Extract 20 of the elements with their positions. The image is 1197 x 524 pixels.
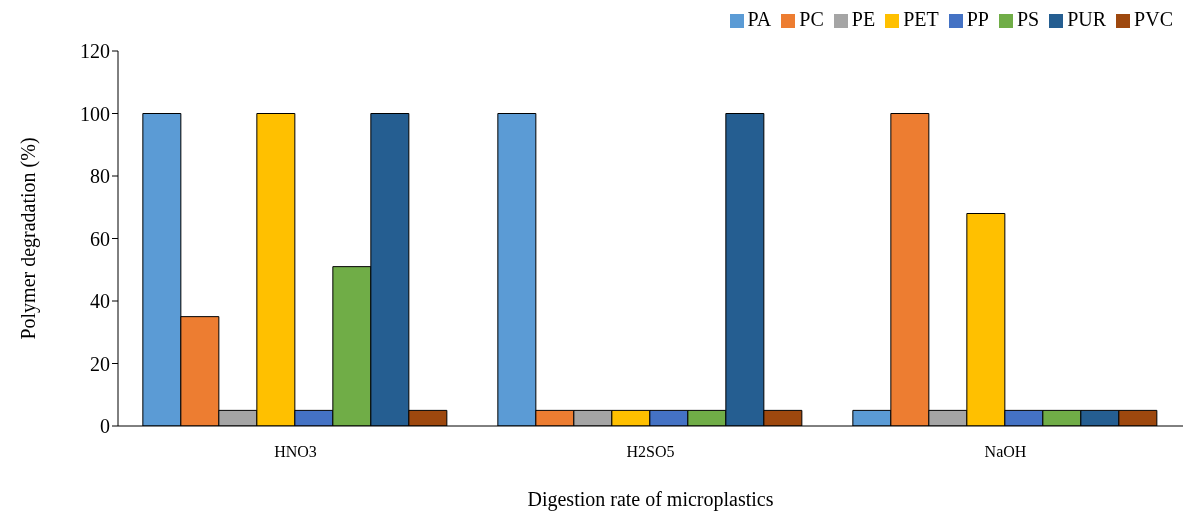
y-tick-label: 120	[80, 40, 110, 63]
x-tick-label: NaOH	[984, 443, 1027, 461]
y-tick-label: 80	[90, 165, 110, 188]
y-tick-label: 60	[90, 227, 110, 250]
y-tick-label: 40	[90, 290, 110, 313]
legend-label: PA	[747, 8, 772, 30]
legend-label: PC	[799, 8, 824, 30]
y-tick-label: 20	[90, 352, 110, 375]
legend-label: PUR	[1067, 8, 1107, 30]
x-tick-label: H2SO5	[626, 443, 675, 461]
y-axis-title: Polymer degradation (%)	[17, 137, 41, 340]
y-tick-label: 0	[100, 415, 110, 438]
legend-label: PVC	[1134, 8, 1173, 30]
x-tick-label: HNO3	[274, 443, 317, 461]
legend-label: PET	[903, 8, 939, 30]
legend-label: PS	[1016, 8, 1040, 30]
x-axis-title: Digestion rate of microplastics	[527, 488, 774, 511]
legend-label: PE	[851, 8, 876, 30]
legend-label: PP	[966, 8, 989, 30]
y-tick-label: 100	[80, 102, 110, 125]
